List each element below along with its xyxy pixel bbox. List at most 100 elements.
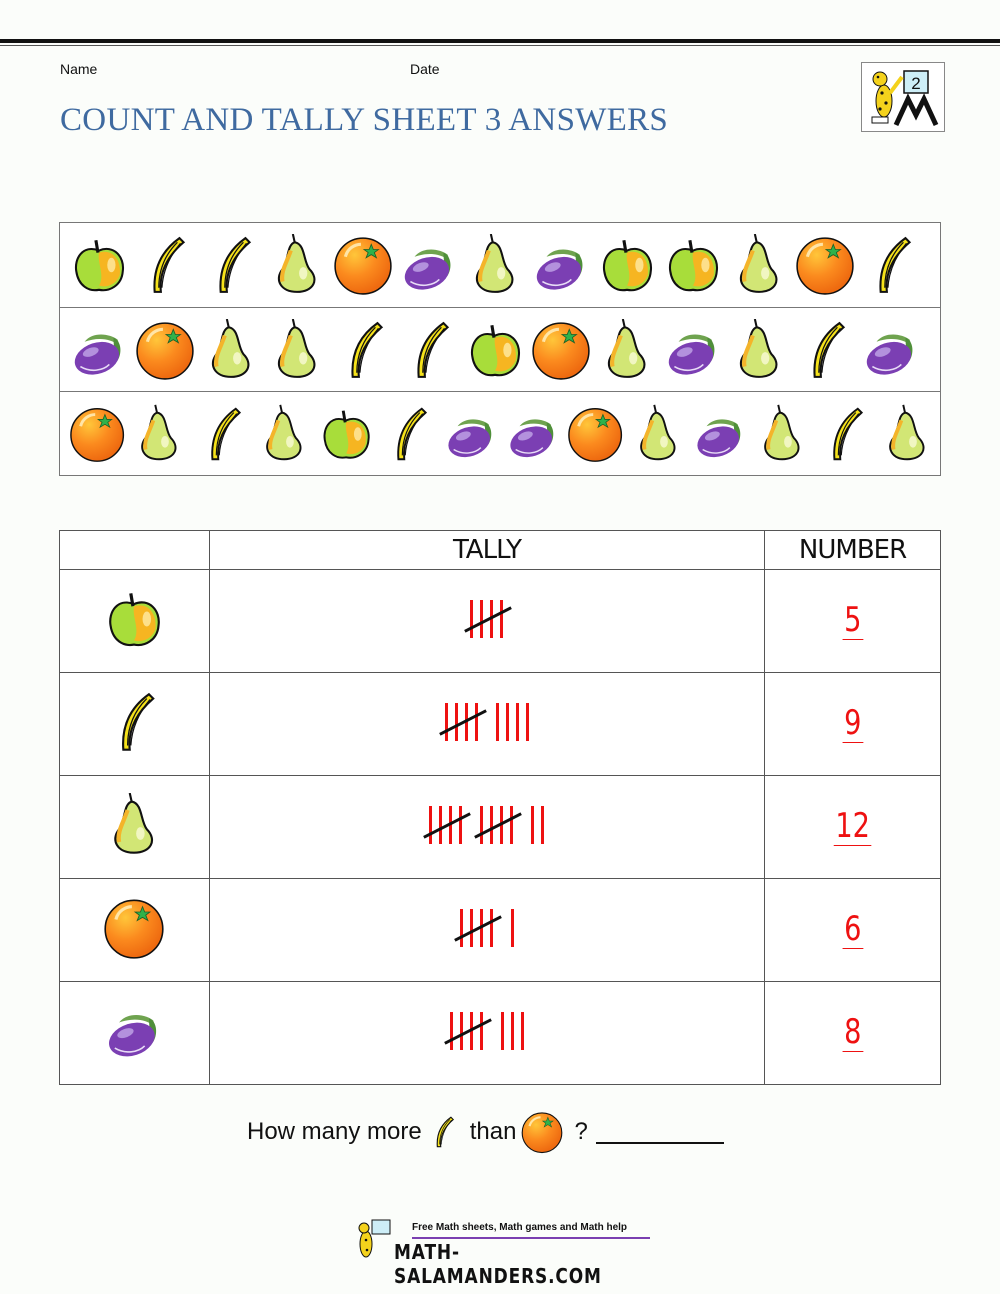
plum-icon [398, 234, 460, 296]
top-rule [0, 39, 1000, 43]
salamander-logo-icon: 2 [871, 70, 939, 127]
tally-row-orange: 6 [59, 878, 941, 982]
banana-icon [860, 234, 922, 296]
tally-gate-of-five [474, 805, 523, 844]
pear-icon [255, 403, 313, 465]
pear-icon [629, 403, 687, 465]
comparison-question: How many more than ? [247, 1108, 724, 1156]
orange-icon [566, 403, 624, 465]
answer-number: 9 [842, 702, 863, 743]
orange-icon [530, 319, 592, 381]
footer-branding: Free Math sheets, Math games and Math he… [354, 1218, 654, 1288]
date-label: Date [410, 61, 440, 77]
question-suffix: ? [574, 1118, 588, 1145]
apple-icon [102, 587, 166, 651]
tally-row-apple: 5 [59, 569, 941, 673]
banana-icon [200, 234, 262, 296]
tally-cell [208, 981, 766, 1085]
plum-icon [691, 403, 749, 465]
fruit-strip-row-1 [60, 223, 940, 307]
tally-gate-of-five [423, 805, 472, 844]
tally-gate-of-five [444, 1011, 492, 1050]
pear-icon [878, 403, 936, 465]
number-cell: 6 [764, 878, 941, 982]
tally-marks [464, 599, 513, 638]
question-middle: than [469, 1118, 517, 1145]
top-rule-thin [0, 45, 1000, 46]
plum-icon [860, 319, 922, 381]
question-prefix: How many more [247, 1118, 422, 1145]
orange-icon [102, 896, 166, 960]
fruit-cell [59, 981, 210, 1085]
tally-marks [444, 1011, 524, 1050]
tally-singles [531, 805, 545, 844]
header-fruit [59, 530, 210, 570]
tally-table-header: TALLY NUMBER [59, 530, 941, 570]
pear-icon [753, 403, 811, 465]
salamander-logo: 2 [861, 62, 945, 132]
tally-row-banana: 9 [59, 672, 941, 776]
banana-icon [426, 1108, 460, 1156]
apple-icon [68, 234, 130, 296]
tally-marks [454, 908, 514, 947]
plum-icon [68, 319, 130, 381]
tally-singles [500, 1011, 524, 1050]
footer-tagline: Free Math sheets, Math games and Math he… [412, 1222, 628, 1233]
answer-number: 6 [842, 908, 863, 949]
plum-icon [530, 234, 592, 296]
plum-icon [442, 403, 500, 465]
tally-cell [208, 569, 766, 673]
tally-row-plum: 8 [59, 981, 941, 1085]
tally-table: TALLY NUMBER 5 9 12 6 8 [59, 530, 941, 1085]
plum-icon [662, 319, 724, 381]
pear-icon [596, 318, 658, 381]
name-label: Name [60, 61, 98, 77]
fruit-cell [59, 672, 210, 776]
tally-gate-of-five [464, 599, 513, 638]
pear-icon [266, 234, 328, 296]
fruit-strip-row-3 [60, 391, 940, 475]
salamander-footer-icon [358, 1219, 391, 1258]
logo-badge: 2 [911, 74, 920, 93]
pear-icon [464, 234, 526, 296]
banana-icon [332, 319, 394, 381]
pear-icon [266, 318, 328, 381]
tally-cell [208, 878, 766, 982]
tally-marks [439, 702, 529, 741]
banana-icon [102, 690, 166, 754]
tally-cell [208, 775, 766, 879]
orange-icon [794, 234, 856, 296]
pear-icon [102, 792, 166, 857]
apple-icon [317, 403, 375, 465]
tally-gate-of-five [454, 908, 502, 947]
pear-icon [200, 318, 262, 381]
pear-icon [130, 403, 188, 465]
answer-blank[interactable] [595, 1120, 724, 1144]
pear-icon [728, 318, 790, 381]
answer-number: 8 [842, 1011, 863, 1052]
fruit-strip-panel [59, 222, 941, 476]
banana-icon [379, 403, 437, 465]
orange-icon [68, 403, 126, 465]
tally-singles [495, 702, 529, 741]
answer-number: 5 [842, 599, 863, 640]
banana-icon [134, 234, 196, 296]
tally-singles [510, 908, 514, 947]
header-tally: TALLY [208, 530, 766, 570]
footer-site-link[interactable]: MATH-SALAMANDERS.COM [394, 1240, 602, 1288]
fruit-cell [59, 775, 210, 879]
apple-icon [464, 319, 526, 381]
orange-icon [520, 1110, 564, 1154]
plum-icon [102, 999, 166, 1063]
fruit-cell [59, 569, 210, 673]
banana-icon [815, 403, 873, 465]
plum-icon [504, 403, 562, 465]
banana-icon [193, 403, 251, 465]
pear-icon [728, 234, 790, 296]
tally-marks [423, 805, 545, 844]
page-title: COUNT AND TALLY SHEET 3 ANSWERS [60, 102, 669, 138]
fruit-strip-row-2 [60, 307, 940, 391]
orange-icon [332, 234, 394, 296]
orange-icon [134, 319, 196, 381]
header-number: NUMBER [764, 530, 941, 570]
